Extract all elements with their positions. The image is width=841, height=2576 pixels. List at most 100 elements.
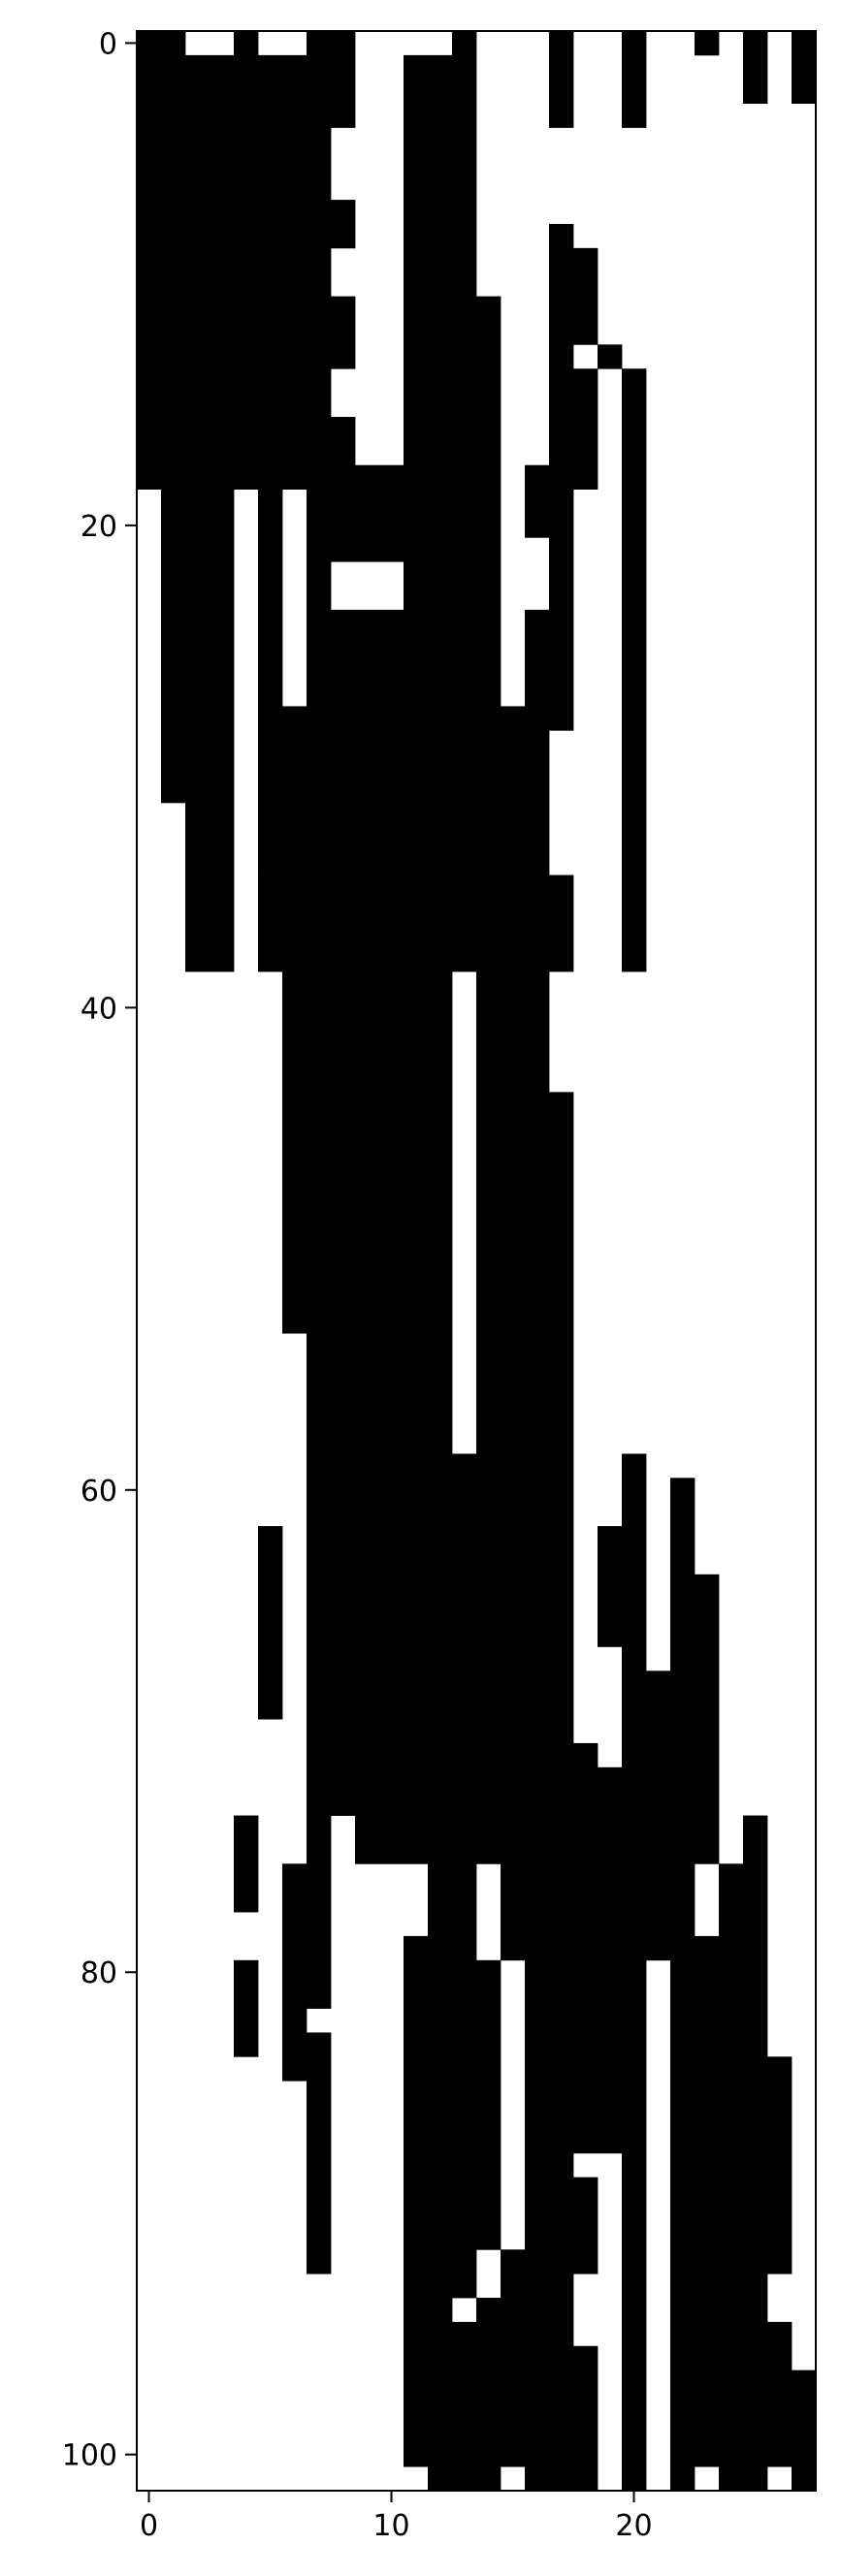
heatmap-cell-run (355, 1839, 720, 1864)
heatmap-cell-run (258, 706, 574, 731)
heatmap-cell-run (137, 31, 186, 56)
heatmap-cell-run (670, 2056, 792, 2082)
heatmap-cell-run (622, 416, 647, 466)
heatmap-cell-run (137, 54, 356, 105)
plot-frame (136, 30, 817, 2492)
heatmap-cell-run (719, 2466, 768, 2492)
x-tick-label: 0 (140, 2509, 158, 2543)
heatmap-cell-run (258, 1574, 283, 1647)
heatmap-cell-run (670, 1646, 720, 1671)
heatmap-cell-run (670, 2032, 768, 2057)
heatmap-cell-run (404, 561, 501, 611)
y-tick-label: 0 (99, 27, 117, 61)
heatmap-cell-run (282, 1935, 332, 1961)
heatmap-cell-run (622, 1646, 647, 1671)
heatmap-cell-run (549, 54, 574, 105)
heatmap-cell-run (670, 1574, 720, 1647)
heatmap-cell-run (525, 489, 574, 538)
heatmap-cell-run (404, 2274, 477, 2299)
heatmap-cell-run (622, 1670, 720, 1696)
heatmap-cell-run (622, 2321, 647, 2347)
heatmap-cell-run (525, 2056, 647, 2082)
heatmap-cell-run (234, 31, 259, 56)
heatmap-cell-run (719, 1935, 768, 1961)
heatmap-cell-run (137, 344, 356, 369)
heatmap-cell-run (404, 1935, 477, 1961)
heatmap-cell-run (743, 1839, 768, 1864)
heatmap-cell-run (549, 416, 598, 466)
heatmap-cell-run (525, 2152, 574, 2178)
heatmap-cell-run (282, 1863, 332, 1913)
heatmap-cell-run (234, 1863, 259, 1913)
y-tick-label: 20 (81, 510, 117, 544)
heatmap-cell-run (404, 2056, 501, 2082)
heatmap-cell-run (549, 103, 574, 128)
heatmap-cell-run (670, 2008, 768, 2033)
heatmap-cell-run (307, 1646, 574, 1671)
heatmap-cell-run (137, 103, 356, 128)
heatmap-cell-run (622, 103, 647, 128)
heatmap-cell-run (622, 2177, 647, 2250)
heatmap-cell-run (622, 2298, 647, 2323)
heatmap-cell-run (670, 2152, 792, 2178)
heatmap-cell-run (622, 1719, 720, 1744)
heatmap-cell-run (525, 464, 598, 490)
heatmap-cell-run (525, 2032, 647, 2057)
heatmap-cell-run (622, 1742, 720, 1768)
heatmap-cell-run (161, 730, 235, 804)
heatmap-cell-run (743, 1815, 768, 1840)
heatmap-cell-run (258, 561, 283, 611)
heatmap-cell-run (525, 609, 574, 707)
heatmap-cell-run (161, 706, 235, 731)
heatmap-cell-run (476, 1092, 574, 1334)
heatmap-cell-run (282, 2008, 307, 2033)
heatmap-cell-run (598, 1574, 647, 1647)
heatmap-cell-run (622, 1695, 720, 1720)
heatmap-cell-run (258, 730, 550, 804)
heatmap-cell-run (404, 2369, 598, 2467)
heatmap-cell-run (185, 802, 235, 875)
heatmap-cell-run (695, 31, 720, 56)
heatmap-cell-run (622, 2466, 647, 2492)
heatmap-cell-run (501, 2274, 574, 2299)
heatmap-cell-run (525, 2466, 598, 2492)
heatmap-cell-run (622, 368, 647, 418)
heatmap-cell-run (307, 2177, 332, 2250)
heatmap-cell-run (622, 2274, 647, 2299)
heatmap-cell-run (258, 802, 550, 875)
heatmap-cell-run (307, 2032, 332, 2057)
heatmap-cell-run (549, 223, 574, 249)
heatmap-cell-run (501, 1935, 720, 1961)
heatmap-cell-run (404, 103, 477, 128)
heatmap-cell-run (549, 296, 598, 345)
heatmap-cell-run (622, 1453, 647, 1479)
heatmap-cell-run (404, 368, 501, 418)
heatmap-cell-run (404, 2345, 598, 2371)
heatmap-cell-run (137, 464, 501, 490)
heatmap-cell-run (404, 2249, 477, 2274)
heatmap-cell-run (622, 802, 647, 875)
heatmap-cell-run (234, 1839, 259, 1864)
heatmap-cell-run (622, 464, 647, 490)
heatmap-cell-run (137, 200, 356, 225)
heatmap-cell-run (282, 1959, 332, 2009)
heatmap-cell-run (258, 1695, 283, 1720)
heatmap-cell-run (525, 1959, 647, 2009)
heatmap-cell-run (670, 1478, 695, 1527)
heatmap-cell-run (622, 706, 647, 731)
heatmap-cell-run (670, 2177, 792, 2250)
heatmap-cell-run (258, 609, 283, 707)
heatmap-cell-run (307, 489, 501, 538)
heatmap-cell-run (622, 2345, 647, 2371)
heatmap-cell-run (404, 2081, 501, 2154)
heatmap-cell-run (670, 2249, 792, 2274)
heatmap-cell-run (525, 2081, 647, 2154)
heatmap-cell-run (670, 1549, 695, 1575)
heatmap-cell-run (282, 1092, 453, 1334)
heatmap-cell-run (307, 1670, 574, 1696)
heatmap-cells (137, 31, 817, 2492)
heatmap-cell-run (137, 296, 356, 345)
heatmap-cell-run (137, 247, 332, 297)
heatmap-cell-run (307, 1695, 574, 1720)
heatmap-cell-run (622, 537, 647, 562)
